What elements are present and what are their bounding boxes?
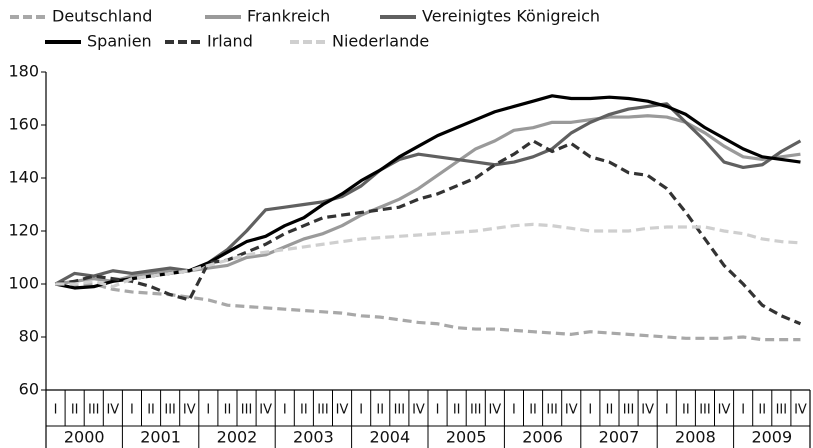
x-tick-label: I: [359, 403, 363, 418]
year-label: 2000: [64, 428, 105, 447]
x-tick-label: IV: [794, 403, 807, 418]
x-tick-label: I: [588, 403, 592, 418]
year-label: 2003: [293, 428, 334, 447]
x-tick-label: IV: [641, 403, 654, 418]
x-tick-label: IV: [718, 403, 731, 418]
legend-label: Vereinigtes Königreich: [422, 7, 600, 26]
x-tick-label: I: [283, 403, 287, 418]
y-tick-label: 140: [8, 168, 39, 187]
x-tick-label: I: [512, 403, 516, 418]
series-line: [54, 102, 802, 286]
x-tick-label: IV: [412, 403, 425, 418]
x-tick-label: IV: [106, 403, 119, 418]
y-tick-label: 180: [8, 62, 39, 81]
x-tick-label: II: [606, 403, 614, 418]
x-tick-label: III: [317, 403, 329, 418]
series-line: [55, 139, 802, 326]
series-line: [55, 222, 801, 289]
legend-label: Deutschland: [52, 7, 152, 26]
year-label: 2008: [675, 428, 716, 447]
x-tick-label: I: [436, 403, 440, 418]
x-tick-label: I: [665, 403, 669, 418]
x-tick-label: II: [758, 403, 766, 418]
legend-label: Frankreich: [247, 7, 330, 26]
x-tick-label: I: [54, 403, 58, 418]
x-tick-label: II: [300, 403, 308, 418]
x-tick-label: II: [224, 403, 232, 418]
x-tick-label: IV: [488, 403, 501, 418]
legend-label: Niederlande: [332, 32, 429, 51]
y-tick-label: 160: [8, 115, 39, 134]
x-tick-label: III: [623, 403, 635, 418]
x-tick-label: III: [164, 403, 176, 418]
series-line: [55, 282, 801, 342]
year-label: 2006: [522, 428, 563, 447]
x-tick-label: I: [206, 403, 210, 418]
y-tick-label: 120: [8, 221, 39, 240]
x-tick-label: II: [682, 403, 690, 418]
x-tick-label: IV: [259, 403, 272, 418]
y-tick-label: 100: [8, 274, 39, 293]
year-label: 2002: [217, 428, 258, 447]
year-label: 2001: [140, 428, 181, 447]
x-tick-label: II: [453, 403, 461, 418]
legend-label: Spanien: [87, 32, 152, 51]
x-tick-label: III: [699, 403, 711, 418]
year-label: 2009: [751, 428, 792, 447]
x-tick-label: II: [376, 403, 384, 418]
y-tick-label: 80: [19, 327, 39, 346]
x-tick-label: I: [130, 403, 134, 418]
x-tick-label: III: [88, 403, 100, 418]
x-tick-label: IV: [183, 403, 196, 418]
year-label: 2007: [599, 428, 640, 447]
x-tick-label: I: [741, 403, 745, 418]
x-tick-label: III: [394, 403, 406, 418]
x-tick-label: III: [546, 403, 558, 418]
year-label: 2004: [369, 428, 410, 447]
x-tick-label: IV: [565, 403, 578, 418]
x-tick-label: IV: [336, 403, 349, 418]
y-tick-label: 60: [19, 380, 39, 399]
x-tick-label: II: [529, 403, 537, 418]
x-tick-label: III: [241, 403, 253, 418]
x-tick-label: III: [776, 403, 788, 418]
x-tick-label: III: [470, 403, 482, 418]
x-tick-label: II: [71, 403, 79, 418]
x-tick-label: II: [147, 403, 155, 418]
year-label: 2005: [446, 428, 487, 447]
legend-label: Irland: [207, 32, 253, 51]
